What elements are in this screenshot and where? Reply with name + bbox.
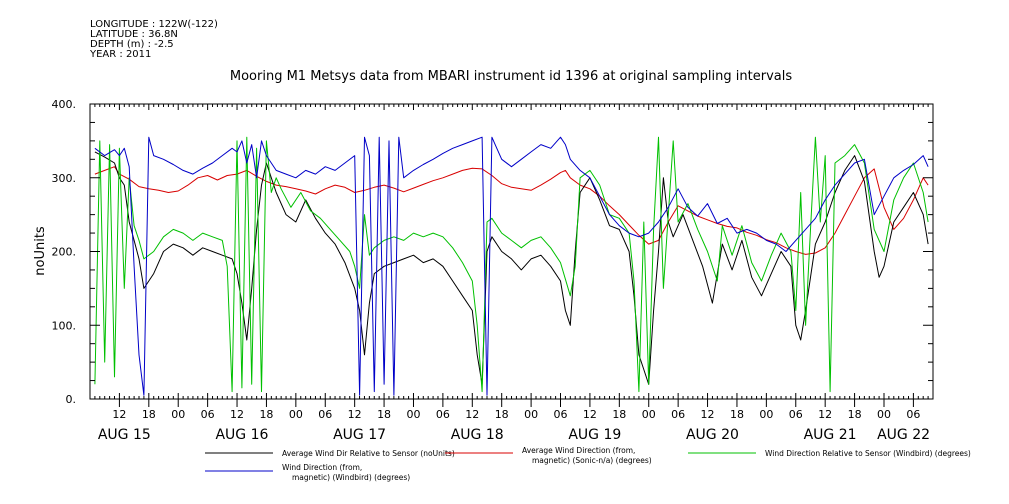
day-label: AUG 20: [686, 427, 739, 443]
metadata-block: LONGITUDE : 122W(-122) LATITUDE : 36.8N …: [90, 20, 218, 60]
x-tick-label: 06: [906, 408, 920, 421]
series-line-2: [94, 136, 929, 393]
x-tick-label: 06: [671, 408, 685, 421]
legend-label-3: Wind Direction (from,: [282, 463, 362, 472]
x-tick-label: 18: [848, 408, 862, 421]
x-tick-label: 06: [201, 408, 215, 421]
x-tick-label: 12: [701, 408, 715, 421]
y-tick-label: 300.: [52, 172, 77, 185]
day-label: AUG 18: [451, 427, 504, 443]
legend: Average Wind Dir Relative to Sensor (noU…: [205, 446, 971, 482]
x-tick-label: 12: [465, 408, 479, 421]
x-tick-label: 12: [818, 408, 832, 421]
x-tick-label: 00: [759, 408, 773, 421]
x-tick-label: 00: [406, 408, 420, 421]
y-tick-label: 400.: [52, 98, 77, 111]
plot-frame: [89, 103, 934, 400]
day-label: AUG 17: [333, 427, 386, 443]
plot-series-group: [94, 136, 929, 396]
x-tick-label: 18: [142, 408, 156, 421]
x-tick-label: 18: [377, 408, 391, 421]
x-tick-label: 12: [112, 408, 126, 421]
x-tick-label: 12: [230, 408, 244, 421]
x-tick-label: 18: [612, 408, 626, 421]
x-tick-label: 00: [642, 408, 656, 421]
x-tick-label: 00: [171, 408, 185, 421]
legend-label-1: Average Wind Direction (from,: [522, 446, 635, 455]
x-tick-label: 12: [348, 408, 362, 421]
legend-label-2: Wind Direction Relative to Sensor (Windb…: [765, 449, 971, 458]
latitude-label: LATITUDE : 36.8N: [90, 29, 178, 40]
legend-label-1: magnetic) (Sonic-n/a) (degrees): [532, 456, 652, 465]
chart-title: Mooring M1 Metsys data from MBARI instru…: [230, 69, 792, 84]
y-axis: 0. 100. 200. 300. 400.: [52, 98, 933, 406]
y-tick-label: 0.: [66, 393, 77, 406]
x-tick-label: 00: [877, 408, 891, 421]
x-tick-label: 06: [789, 408, 803, 421]
x-tick-label: 18: [259, 408, 273, 421]
day-label: AUG 15: [98, 427, 151, 443]
x-tick-label: 06: [318, 408, 332, 421]
series-line-3: [94, 136, 929, 396]
longitude-label: LONGITUDE : 122W(-122): [90, 19, 218, 30]
day-label: AUG 19: [568, 427, 621, 443]
series-line-1: [94, 166, 929, 255]
legend-label-0: Average Wind Dir Relative to Sensor (noU…: [282, 449, 455, 458]
x-tick-label: 06: [436, 408, 450, 421]
legend-label-3: magnetic) (Windbird) (degrees): [292, 473, 410, 482]
x-tick-label: 00: [289, 408, 303, 421]
y-tick-label: 200.: [52, 246, 77, 259]
day-label: AUG 16: [215, 427, 268, 443]
day-label: AUG 21: [804, 427, 857, 443]
y-axis-label: noUnits: [33, 226, 48, 276]
x-tick-label: 18: [730, 408, 744, 421]
series-line-0: [94, 151, 929, 385]
x-tick-label: 18: [495, 408, 509, 421]
day-label: AUG 22: [877, 427, 930, 443]
x-axis: 12 18 00 06 12 18 00 06 12 18 00 06 12 18 00 06 12 18 00 06…: [89, 104, 934, 443]
x-tick-label: 06: [554, 408, 568, 421]
y-tick-label: 100.: [52, 319, 77, 332]
depth-label: DEPTH (m) : -2.5: [90, 39, 174, 50]
x-tick-label: 00: [524, 408, 538, 421]
year-label: YEAR : 2011: [90, 49, 152, 60]
x-tick-label: 12: [583, 408, 597, 421]
